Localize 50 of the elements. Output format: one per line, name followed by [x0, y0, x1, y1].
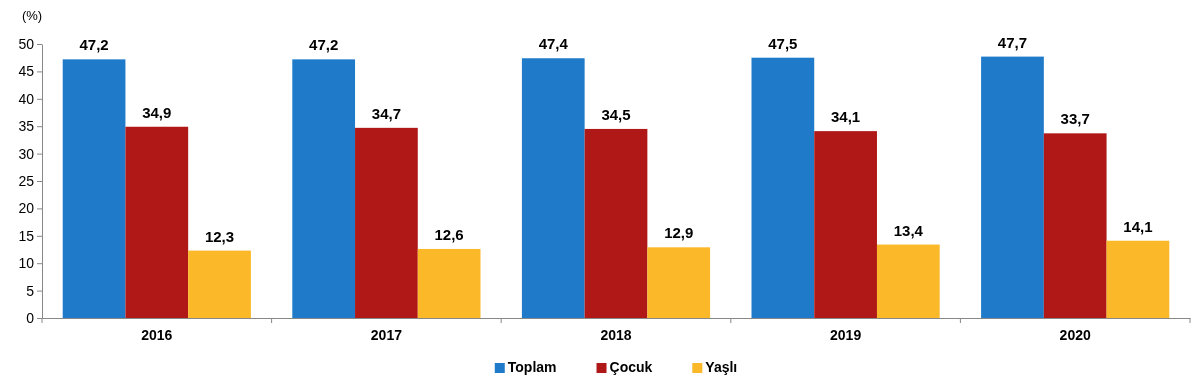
data-label: 47,5 [768, 34, 798, 52]
x-tick-label: 2019 [830, 326, 862, 343]
y-tick-label: 15 [18, 227, 35, 244]
data-label: 33,7 [1060, 110, 1090, 128]
y-tick-label: 45 [18, 63, 35, 80]
data-label: 14,1 [1123, 217, 1153, 235]
x-tick-label: 2016 [141, 326, 173, 343]
data-label: 13,4 [893, 221, 924, 239]
bar [647, 247, 711, 318]
y-tick-label: 35 [18, 118, 35, 135]
y-tick-label: 40 [18, 90, 35, 107]
bar [1106, 240, 1170, 318]
x-tick-label: 2020 [1059, 326, 1091, 343]
bar [1043, 133, 1107, 318]
data-label: 12,6 [434, 225, 464, 243]
y-tick-label: 5 [26, 282, 35, 299]
data-label: 12,3 [204, 227, 235, 245]
data-label: 34,7 [371, 104, 401, 122]
bar [981, 56, 1044, 318]
data-label: 47,2 [309, 36, 339, 54]
bar [521, 58, 585, 318]
y-tick-label: 10 [18, 255, 35, 272]
data-label: 47,2 [79, 36, 109, 54]
bar [814, 131, 877, 318]
bar [292, 59, 356, 318]
y-tick-label: 30 [18, 145, 35, 162]
y-axis-title: (%) [21, 8, 43, 23]
bar [188, 250, 251, 318]
y-tick-label: 0 [26, 309, 35, 326]
legend-label: Yaşlı [705, 359, 738, 375]
bar [355, 127, 418, 318]
bar [417, 248, 481, 318]
data-label: 47,4 [538, 35, 569, 53]
x-tick-label: 2018 [600, 326, 632, 343]
bar [584, 128, 648, 318]
data-label: 12,9 [664, 224, 694, 242]
bar [876, 244, 940, 318]
legend-label: Çocuk [609, 359, 653, 375]
y-tick-label: 20 [18, 200, 35, 217]
y-tick-label: 25 [18, 172, 35, 189]
bar [62, 59, 126, 318]
legend-label: Toplam [507, 359, 557, 375]
bar [751, 57, 815, 318]
data-label: 34,1 [831, 108, 861, 126]
data-label: 34,9 [142, 103, 172, 121]
data-label: 47,7 [997, 33, 1028, 51]
y-tick-label: 50 [18, 35, 35, 52]
bar [125, 126, 189, 318]
x-tick-label: 2017 [370, 326, 403, 343]
data-label: 34,5 [601, 105, 631, 123]
